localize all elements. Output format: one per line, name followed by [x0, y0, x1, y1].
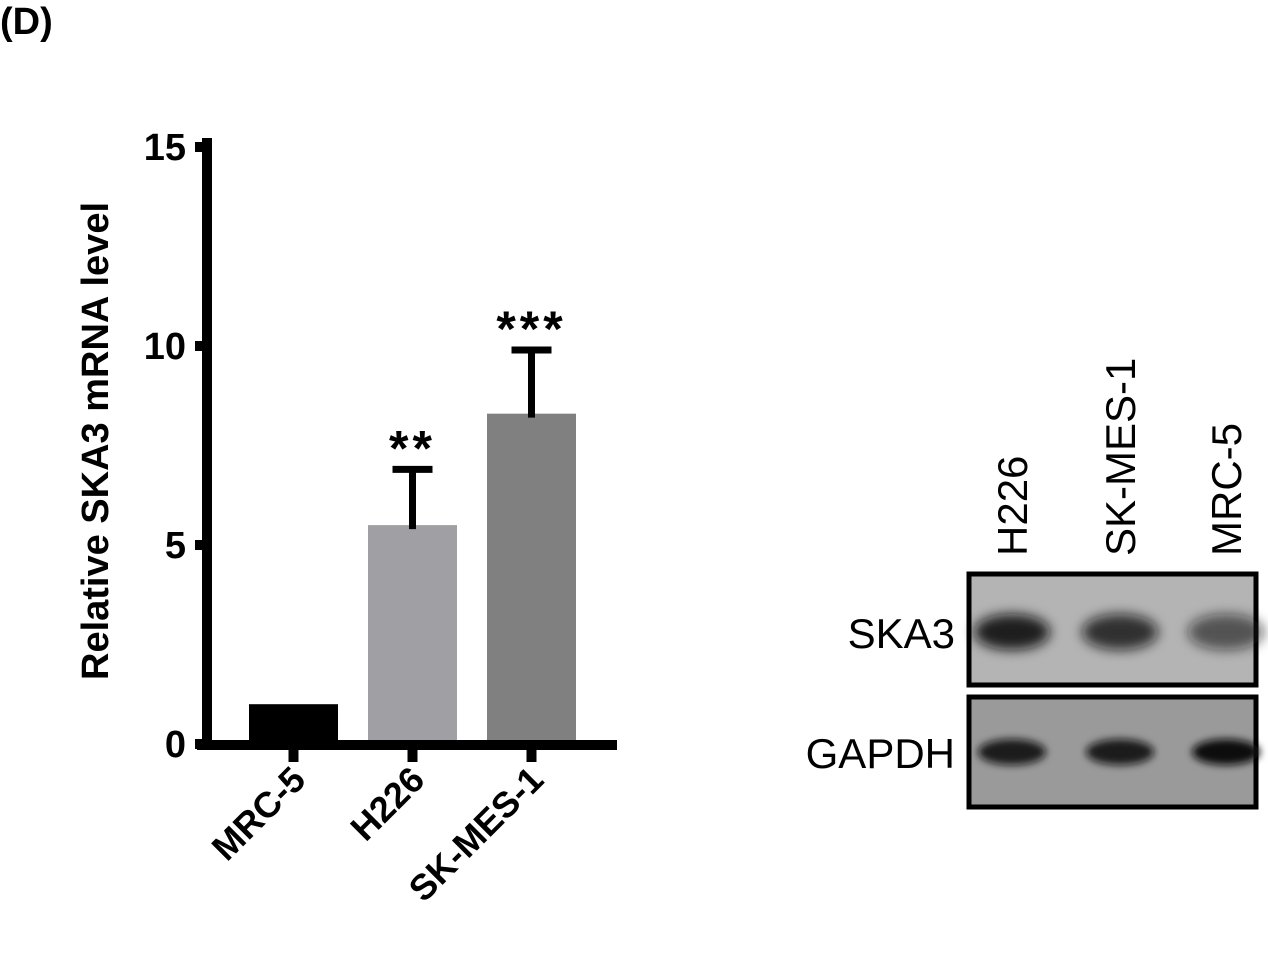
y-tick-label: 5	[165, 525, 186, 567]
bar	[249, 704, 338, 740]
row-label: GAPDH	[806, 730, 955, 777]
y-tick-label: 15	[144, 127, 186, 169]
panel-label: (D)	[0, 1, 53, 43]
blot-band	[1086, 739, 1154, 765]
lane-label: SK-MES-1	[1097, 358, 1144, 556]
blot-band	[1192, 739, 1260, 765]
blot-band	[1082, 614, 1158, 650]
bar-chart: Relative SKA3 mRNA level 0 5 10 15 MRC-5 ** H2…	[75, 127, 617, 909]
y-axis-label: Relative SKA3 mRNA level	[75, 202, 117, 680]
x-tick-label: MRC-5	[204, 759, 314, 869]
western-blot: H226 SK-MES-1 MRC-5 SKA3 GAPDH	[806, 358, 1264, 810]
significance-label: **	[389, 420, 436, 476]
lane-label: MRC-5	[1203, 423, 1250, 556]
y-tick-label: 10	[144, 326, 186, 368]
significance-label: ***	[496, 301, 566, 357]
row-label: SKA3	[848, 610, 955, 657]
bar	[487, 413, 576, 740]
lane-label: H226	[989, 456, 1036, 556]
y-tick-label: 0	[165, 724, 186, 766]
blot-band	[1188, 614, 1264, 650]
x-tick-label: H226	[342, 759, 432, 849]
bar	[368, 525, 457, 740]
blot-band	[974, 614, 1050, 650]
blot-band	[978, 739, 1046, 765]
